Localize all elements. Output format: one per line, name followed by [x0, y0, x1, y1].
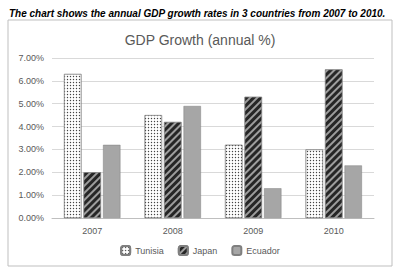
svg-text:7.00%: 7.00% — [18, 53, 44, 63]
svg-text:2009: 2009 — [243, 226, 263, 236]
svg-text:2008: 2008 — [163, 226, 183, 236]
svg-text:2010: 2010 — [324, 226, 344, 236]
svg-text:6.00%: 6.00% — [18, 76, 44, 86]
svg-text:Ecuador: Ecuador — [246, 246, 280, 256]
svg-text:0.00%: 0.00% — [18, 213, 44, 223]
svg-text:5.00%: 5.00% — [18, 99, 44, 109]
svg-text:The chart shows the annual GDP: The chart shows the annual GDP growth ra… — [9, 8, 385, 19]
svg-text:3.00%: 3.00% — [18, 144, 44, 154]
svg-text:Japan: Japan — [193, 246, 218, 256]
svg-text:Tunisia: Tunisia — [135, 246, 164, 256]
svg-text:4.00%: 4.00% — [18, 122, 44, 132]
svg-text:2.00%: 2.00% — [18, 167, 44, 177]
svg-text:1.00%: 1.00% — [18, 190, 44, 200]
svg-text:GDP Growth (annual %): GDP Growth (annual %) — [125, 32, 276, 48]
svg-text:2007: 2007 — [82, 226, 102, 236]
